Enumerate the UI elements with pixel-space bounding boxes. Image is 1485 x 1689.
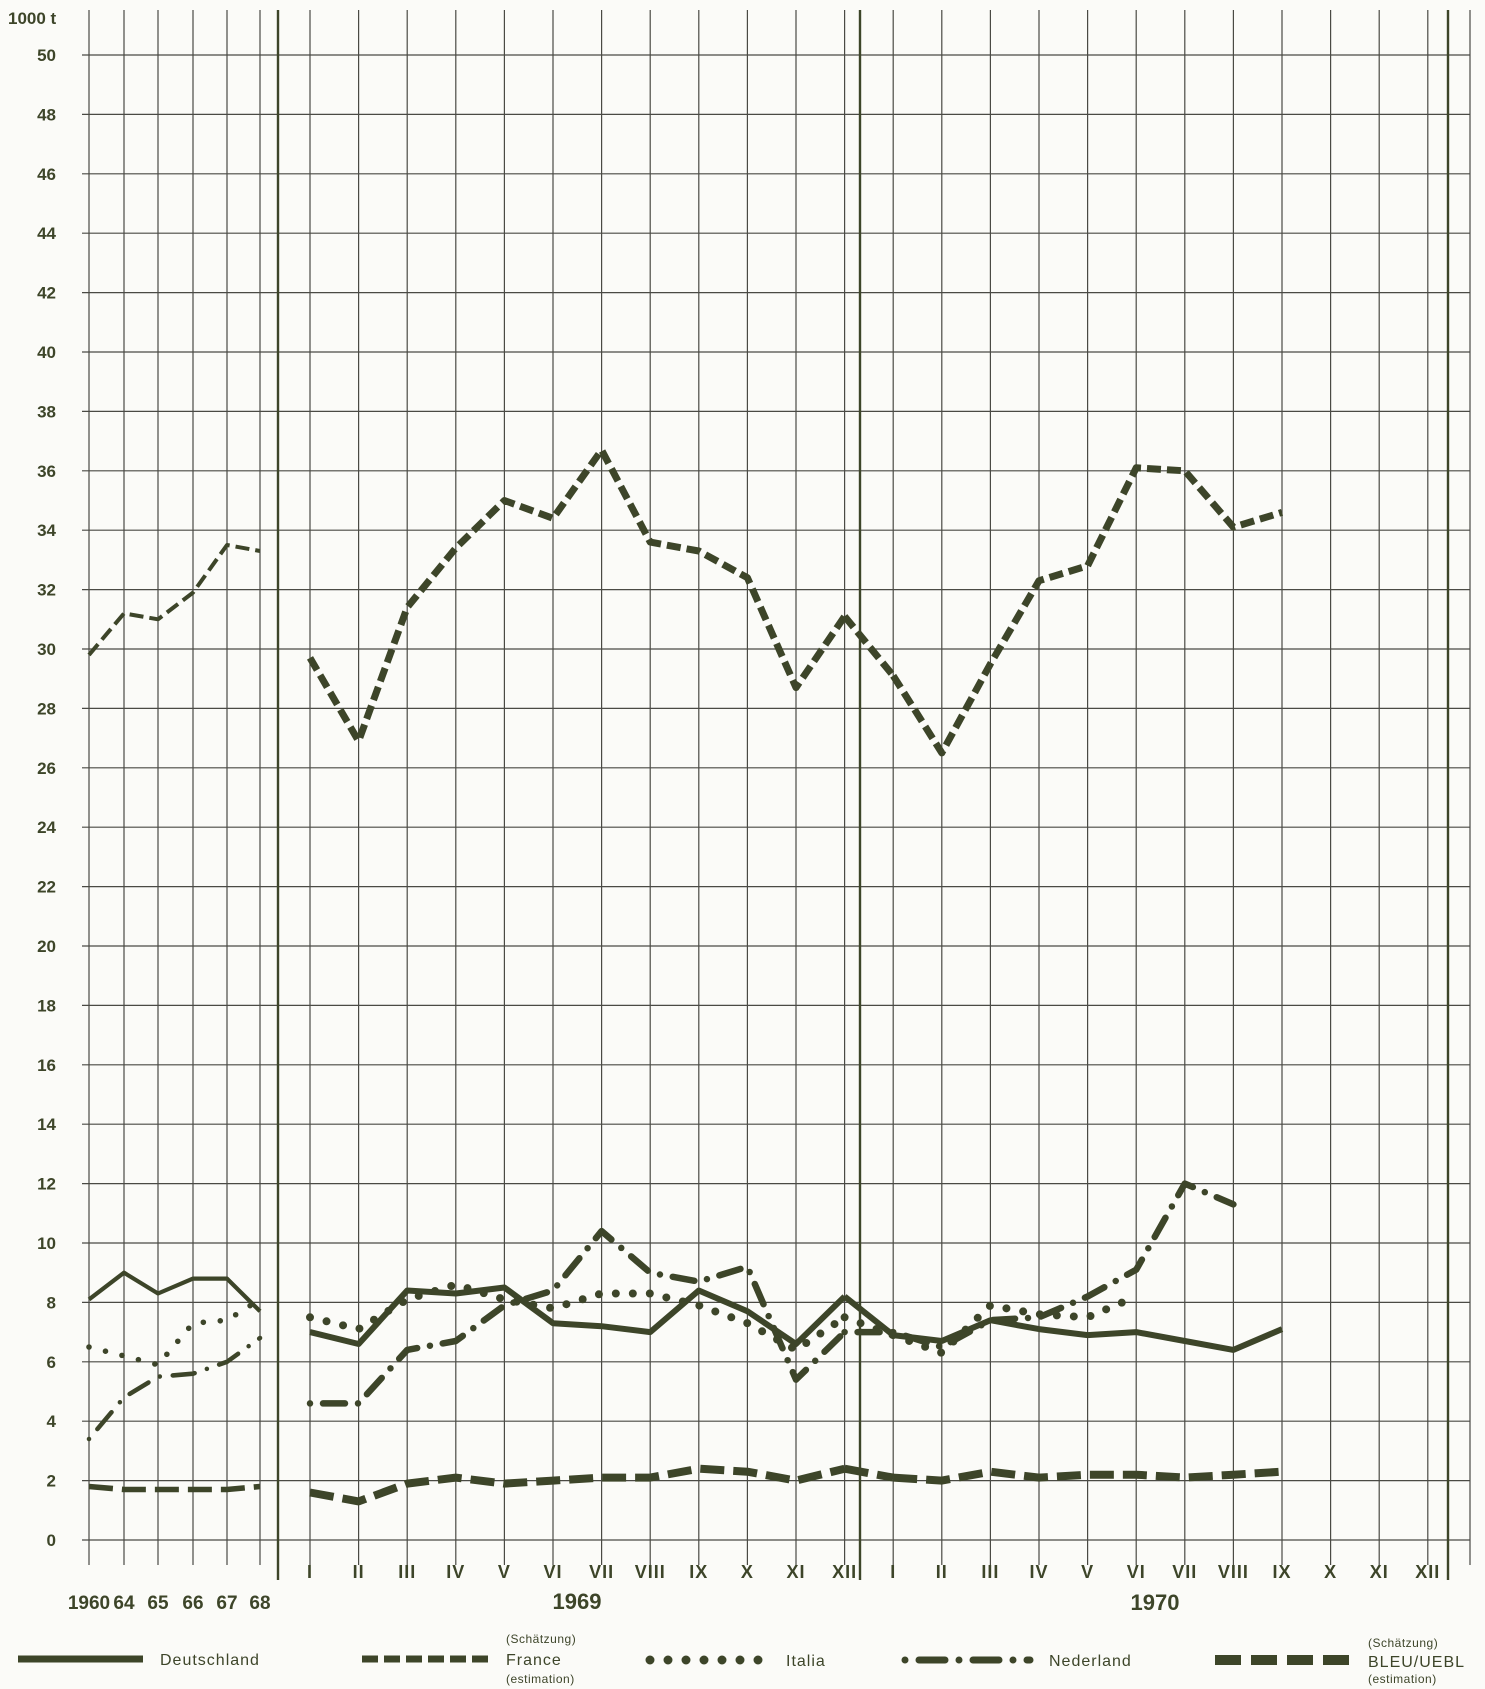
x-tick-month: X — [1324, 1562, 1337, 1582]
legend-label-france: France — [506, 1652, 562, 1669]
x-tick-month: VIII — [635, 1562, 666, 1582]
y-tick-label: 18 — [37, 996, 56, 1015]
y-tick-label: 30 — [37, 640, 56, 659]
y-tick-label: 46 — [37, 165, 56, 184]
series-lines — [86, 446, 1284, 1506]
y-tick-label: 50 — [37, 46, 56, 65]
y-tick-label: 10 — [37, 1234, 56, 1253]
series-1970-france — [890, 464, 1284, 757]
x-tick-month: VII — [589, 1562, 614, 1582]
legend-label-nederland: Nederland — [1049, 1653, 1132, 1670]
x-tick-month: III — [398, 1562, 416, 1582]
x-tick-year: 66 — [182, 1593, 203, 1614]
x-tick-month: IV — [446, 1562, 465, 1582]
period-label-1970: 1970 — [1131, 1590, 1180, 1615]
x-tick-month: VII — [1172, 1562, 1197, 1582]
series-1969-bleu-uebl — [309, 1464, 846, 1506]
series-annual-france — [87, 543, 261, 657]
x-tick-month: IV — [1029, 1562, 1048, 1582]
x-tick-year: 68 — [249, 1593, 270, 1614]
series-link-deutschland — [842, 1294, 896, 1338]
x-tick-month: XI — [1370, 1562, 1389, 1582]
series-1969-france — [306, 446, 848, 745]
y-tick-label: 28 — [37, 699, 56, 718]
x-tick-month: I — [307, 1562, 313, 1582]
legend-label-deutschland: Deutschland — [160, 1652, 260, 1669]
x-tick-month: II — [353, 1562, 365, 1582]
series-1969-italia — [306, 1280, 849, 1354]
y-tick-label: 16 — [37, 1056, 56, 1075]
y-tick-label: 4 — [47, 1412, 57, 1431]
legend-note-top-bleu-uebl: (Schätzung) — [1368, 1636, 1438, 1650]
y-tick-label: 24 — [37, 818, 56, 837]
x-tick-month: III — [981, 1562, 999, 1582]
y-tick-label: 44 — [37, 224, 56, 243]
x-tick-month: XII — [832, 1562, 857, 1582]
series-annual-deutschland — [87, 1270, 262, 1313]
x-tick-month: IX — [1272, 1562, 1291, 1582]
y-tick-label: 8 — [47, 1293, 56, 1312]
x-tick-month: IX — [689, 1562, 708, 1582]
series-1969-nederland — [306, 1227, 848, 1407]
x-tick-month: VI — [543, 1562, 562, 1582]
x-tick-year: 1960 — [68, 1593, 110, 1614]
x-tick-month: VIII — [1218, 1562, 1249, 1582]
legend-label-italia: Italia — [786, 1653, 826, 1670]
y-tick-label: 36 — [37, 462, 56, 481]
y-tick-label: 32 — [37, 581, 56, 600]
y-tick-label: 26 — [37, 759, 56, 778]
y-tick-label: 22 — [37, 878, 56, 897]
y-tick-label: 38 — [37, 402, 56, 421]
legend: Deutschland (Schätzung) France (estimati… — [18, 1632, 1465, 1686]
y-tick-label: 48 — [37, 105, 56, 124]
legend-note-bottom-france: (estimation) — [506, 1672, 575, 1686]
y-tick-label: 40 — [37, 343, 56, 362]
y-tick-label: 14 — [37, 1115, 56, 1134]
series-1970-nederland — [889, 1180, 1237, 1351]
legend-note-bottom-bleu-uebl: (estimation) — [1368, 1672, 1437, 1686]
y-tick-label: 34 — [37, 521, 56, 540]
y-axis: 1000 t 024681012141618202224262830323436… — [8, 9, 57, 1550]
period-separators — [276, 10, 1450, 1580]
period-label-1969: 1969 — [553, 1589, 602, 1614]
x-tick-year: 64 — [113, 1593, 135, 1614]
series-link-bleu-uebl — [843, 1464, 894, 1482]
series-link-france — [841, 614, 896, 678]
y-tick-label: 2 — [47, 1472, 56, 1491]
x-tick-month: V — [1081, 1562, 1094, 1582]
series-1970-deutschland — [892, 1317, 1284, 1353]
x-tick-month: XII — [1415, 1562, 1440, 1582]
legend-note-top-france: (Schätzung) — [506, 1632, 576, 1646]
y-unit-label: 1000 t — [8, 9, 57, 28]
series-annual-bleu-uebl — [88, 1483, 261, 1493]
x-tick-month: XI — [786, 1562, 805, 1582]
y-tick-label: 42 — [37, 284, 56, 303]
x-tick-month: VI — [1127, 1562, 1146, 1582]
x-tick-month: II — [936, 1562, 948, 1582]
x-tick-month: I — [890, 1562, 896, 1582]
x-tick-month: V — [498, 1562, 511, 1582]
y-tick-label: 12 — [37, 1175, 56, 1194]
y-tick-label: 0 — [47, 1531, 56, 1550]
series-annual-nederland — [86, 1335, 263, 1442]
legend-label-bleu-uebl: BLEU/UEBL — [1368, 1654, 1465, 1671]
x-tick-year: 65 — [147, 1593, 169, 1614]
series-1969-deutschland — [309, 1284, 847, 1347]
y-tick-label: 20 — [37, 937, 56, 956]
x-tick-month: X — [741, 1562, 754, 1582]
x-tick-year: 67 — [216, 1593, 237, 1614]
y-tick-label: 6 — [47, 1353, 56, 1372]
x-axis: 1969 1970 1960 64 65 66 67 68I II III IV V VI VII VI… — [68, 1562, 1440, 1615]
